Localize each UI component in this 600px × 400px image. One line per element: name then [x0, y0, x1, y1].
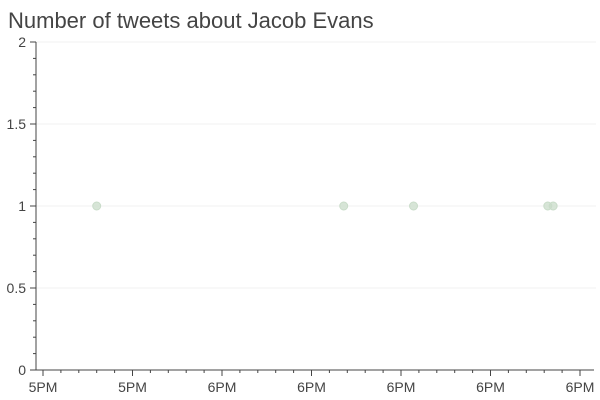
data-point: [93, 202, 101, 210]
y-tick-label: 0: [18, 362, 26, 378]
x-tick-label: 6PM: [297, 379, 326, 395]
x-tick-label: 5PM: [118, 379, 147, 395]
x-tick-label: 6PM: [476, 379, 505, 395]
y-tick-label: 0.5: [7, 280, 27, 296]
data-point: [410, 202, 418, 210]
x-tick-label: 5PM: [29, 379, 58, 395]
x-tick-label: 6PM: [566, 379, 595, 395]
y-tick-label: 1: [18, 198, 26, 214]
y-tick-label: 2: [18, 34, 26, 50]
axes-layer: 0 0.5 1 1.5 2 5PM 5PM 6PM 6PM 6PM 6PM 6PM: [7, 34, 595, 395]
y-tick-label: 1.5: [7, 116, 27, 132]
data-point: [340, 202, 348, 210]
x-tick-label: 6PM: [387, 379, 416, 395]
x-tick-label: 6PM: [208, 379, 237, 395]
data-point: [549, 202, 557, 210]
grid-layer: [36, 42, 596, 288]
